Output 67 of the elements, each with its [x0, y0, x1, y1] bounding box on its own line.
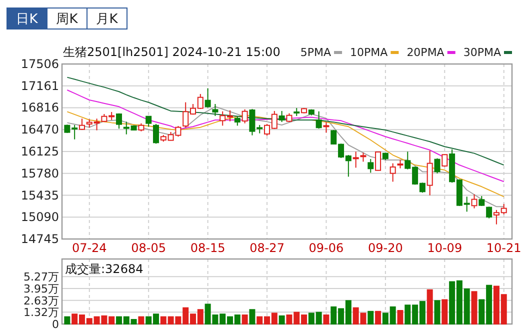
legend-label: 30PMA — [463, 46, 502, 59]
y-tick-label: 15780 — [20, 166, 59, 180]
bar — [278, 315, 285, 324]
candlestick — [116, 112, 122, 130]
candlestick — [486, 206, 492, 219]
chart-title: 成交量:32684 — [65, 262, 144, 276]
candlestick — [78, 118, 85, 130]
legend-label: 20PMA — [406, 46, 445, 59]
line-series — [66, 76, 504, 166]
y-tick-label: 15435 — [20, 188, 59, 202]
x-tick-label: 08-05 — [131, 241, 166, 255]
bar — [249, 309, 256, 324]
bar — [242, 314, 248, 324]
candlestick — [426, 150, 433, 196]
y-tick-label: 2.63万 — [24, 294, 59, 308]
candlestick — [471, 194, 478, 209]
candlestick — [360, 152, 366, 162]
legend-label: 10PMA — [350, 46, 388, 59]
bar — [442, 299, 448, 324]
candlestick — [368, 158, 374, 174]
bar — [375, 310, 382, 324]
x-tick-label: 10-21 — [486, 241, 521, 255]
x-tick-label: 09-20 — [368, 241, 403, 255]
candlestick — [212, 103, 218, 116]
candlestick — [352, 151, 359, 168]
x-tick-label: 09-06 — [308, 241, 344, 255]
bar — [397, 310, 404, 324]
legend-label: 5PMA — [300, 46, 332, 59]
text: 周K — [56, 12, 78, 27]
candlestick — [152, 123, 159, 144]
candlestick — [375, 151, 382, 172]
y-tick-label: 16470 — [20, 122, 59, 137]
candlestick — [442, 154, 448, 168]
candlestick — [204, 88, 211, 108]
bar — [323, 314, 330, 324]
y-tick-label: 17161 — [20, 78, 59, 93]
y-tick-label: 14745 — [20, 232, 59, 246]
candlestick — [278, 110, 285, 122]
candlestick — [234, 116, 240, 126]
x-tick-label: 08-27 — [250, 241, 284, 255]
y-tick-label: 16816 — [20, 100, 59, 115]
y-tick-label: 17506 — [20, 57, 59, 71]
candlestick — [478, 196, 485, 206]
candlestick — [390, 162, 396, 182]
y-tick-label: 1.32万 — [24, 306, 59, 320]
x-tick-label: 10-09 — [427, 241, 462, 255]
line-series — [66, 89, 504, 182]
text: 日K — [16, 12, 38, 27]
bar — [138, 316, 144, 324]
candlestick — [323, 121, 330, 134]
y-tick-label: 15090 — [20, 210, 59, 224]
candlestick — [242, 108, 248, 124]
bar — [426, 289, 433, 324]
bar — [434, 300, 440, 324]
chart-title: 生猪2501[lh2501] 2024-10-21 15:00 — [63, 45, 280, 59]
y-tick-label: 5.27万 — [24, 270, 59, 284]
bar — [64, 316, 70, 324]
bar — [471, 291, 478, 324]
candlestick — [316, 110, 322, 130]
x-tick-label: 07-24 — [72, 241, 107, 255]
candlestick — [434, 158, 440, 174]
x-tick-label: 08-15 — [190, 241, 226, 255]
y-tick-label: 0 — [52, 318, 59, 329]
y-tick-label: 3.95万 — [24, 282, 59, 296]
y-tick-label: 16125 — [20, 144, 59, 159]
text: 月K — [96, 12, 118, 27]
bar — [368, 310, 374, 324]
